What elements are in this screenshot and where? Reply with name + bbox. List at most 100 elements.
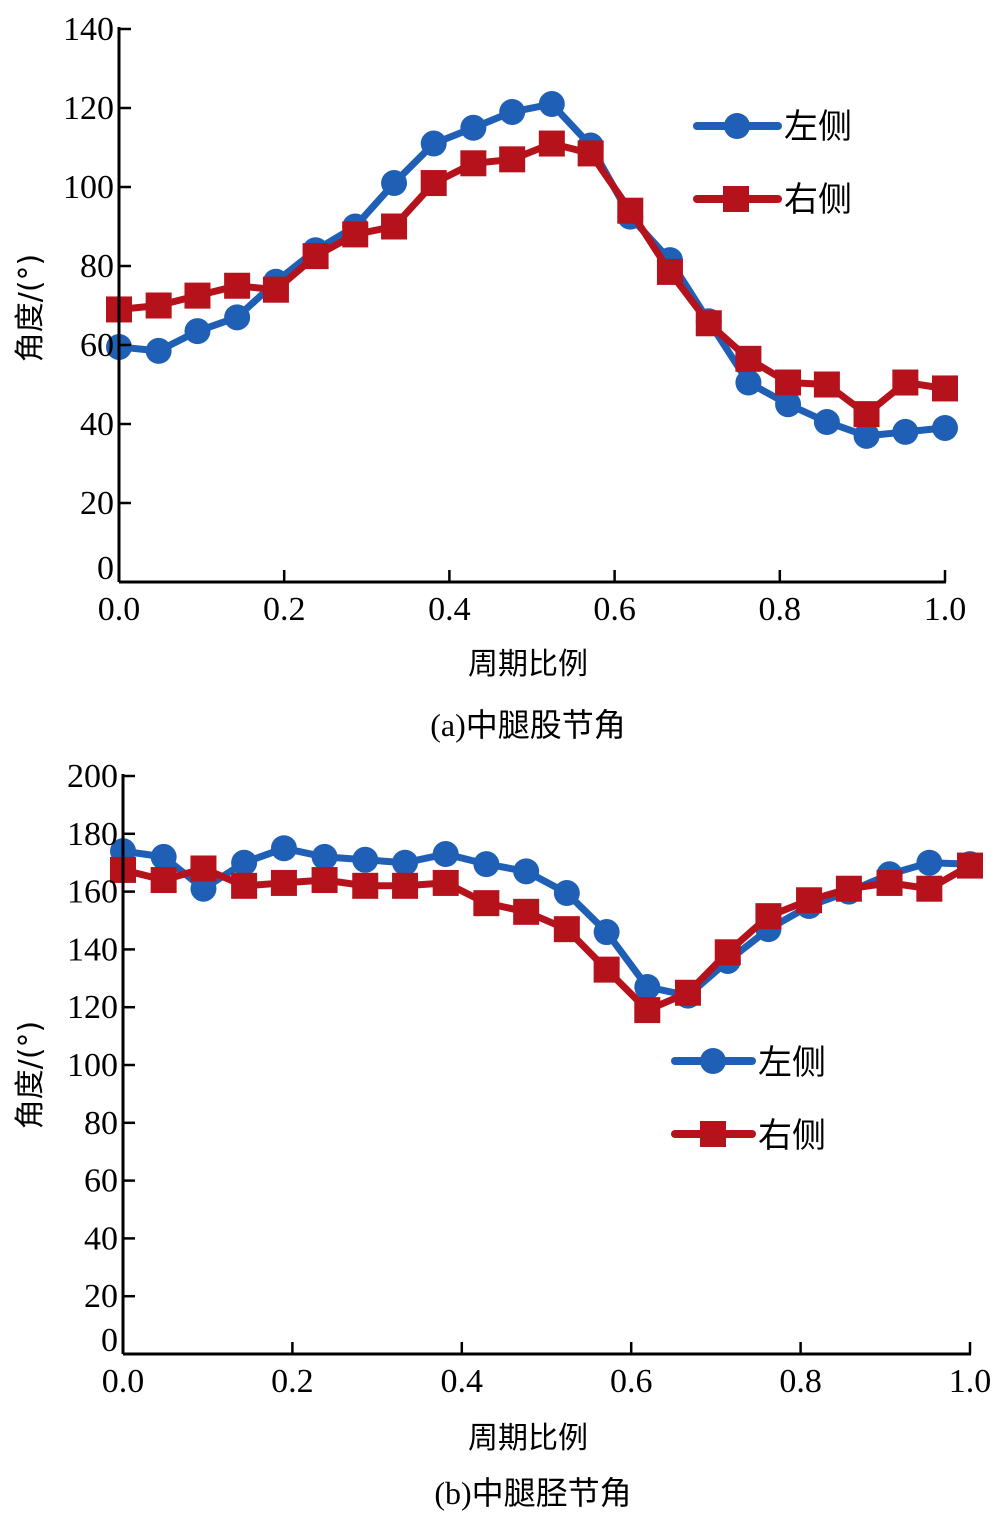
chart-a-point-left [775,391,802,418]
chart-b-point-right [674,979,701,1006]
chart-b-y-tick-label: 180 [67,816,118,853]
chart-a-caption: (a)中腿股节角 [430,707,626,743]
chart-a-y-tick-label: 60 [80,327,114,364]
chart-b-point-left [553,880,580,907]
chart-a-line-right [115,140,949,418]
chart-b-point-right [755,903,782,930]
chart-a-point-left [499,98,526,125]
chart-b-point-left [593,919,620,946]
chart-a-point-left [381,170,408,197]
chart-b-point-right [432,869,459,896]
chart-b-x-tick-label: 0.2 [271,1363,314,1400]
chart-b-y-tick-label: 80 [84,1105,118,1142]
chart-a-x-tick-label: 0.4 [428,591,471,628]
chart-b-point-right [593,956,620,983]
chart-b-point-right [634,997,661,1024]
legend-square-marker-icon [700,1121,726,1147]
chart-b-point-left [311,843,338,870]
chart-b-legend-right-label: 右侧 [758,1116,826,1156]
chart-b-x-tick-label: 0.4 [441,1363,484,1400]
chart-b-line-left [119,844,974,1000]
chart-b-x-tick-label: 0.6 [610,1363,653,1400]
chart-a-point-right [695,310,722,337]
chart-a-point-left [538,91,565,118]
chart-b-point-right [190,855,217,882]
chart-b-point-right [231,872,258,899]
chart-b-point-left [352,846,379,873]
chart-a-y-tick-label: 140 [63,11,114,48]
chart-b-point-right [270,869,297,896]
legend-circle-marker-icon [724,113,750,139]
chart-a-legend-right-label: 右侧 [784,180,852,220]
chart-a-y-tick-label: 0 [97,550,114,587]
chart-b-y-tick-label: 120 [67,989,118,1026]
chart-b-point-right [352,872,379,899]
chart-b-legend: 左侧 右侧 [671,1043,826,1156]
chart-b-series [110,835,983,1024]
chart-a-legend-left-label: 左侧 [784,107,852,147]
chart-a-point-left [460,114,487,141]
chart-b-point-left [916,849,943,876]
chart-b-point-right [714,939,741,966]
chart-a-point-right [775,369,802,396]
chart-a-y-tick-label: 100 [63,169,114,206]
chart-b-point-left [392,849,419,876]
chart-a-point-right [735,345,762,372]
chart-a-y-tick-label: 80 [80,248,114,285]
chart-b-tibia-angle: 0 20 40 60 80 100 120 140 160 180 200 0.0 0.2 0.4 0.6 0… [13,758,991,1511]
chart-b-xlabel: 周期比例 [468,1421,588,1456]
chart-b-point-left [473,851,500,878]
chart-b-x-tick-label: 1.0 [949,1363,992,1400]
chart-a-x-tick-label: 0.8 [759,591,802,628]
legend-circle-marker-icon [700,1048,726,1074]
chart-a-legend: 左侧 右侧 [693,107,852,220]
chart-a-point-right [381,213,408,240]
chart-a-point-right [932,375,958,402]
chart-a-x-tick-label: 0.6 [593,591,636,628]
chart-a-x-tick-label: 0.2 [263,591,306,628]
chart-b-point-left [513,858,540,885]
chart-a-ticks: 0 20 40 60 80 100 120 140 0.0 0.2 0.4 0.6 0.8 1.0 [63,11,966,628]
chart-b-legend-left-label: 左侧 [758,1043,826,1083]
chart-a-point-right [302,243,329,270]
chart-a-x-tick-label: 0.0 [98,591,141,628]
chart-b-point-right [957,852,983,879]
chart-a-point-right [617,197,644,224]
chart-b-point-right [916,875,943,902]
chart-b-y-tick-label: 0 [101,1322,118,1359]
chart-a-thigh-angle: 0 20 40 60 80 100 120 140 0.0 0.2 0.4 0.6 0.8 1.0 角度/… [13,11,966,743]
chart-b-point-right [311,867,338,894]
chart-a-point-left [735,369,762,396]
chart-b-y-tick-label: 60 [84,1163,118,1200]
chart-b-point-left [432,841,459,868]
chart-a-point-left [932,414,958,441]
chart-b-ylabel: 角度/(°) [13,1021,48,1130]
chart-a-point-right [538,130,565,157]
chart-a-point-right [853,401,880,428]
chart-a-x-tick-label: 1.0 [924,591,967,628]
legend-square-marker-icon [723,186,749,212]
chart-b-y-tick-label: 200 [67,758,118,795]
chart-a-y-tick-label: 120 [63,90,114,127]
chart-b-point-right [876,869,903,896]
chart-a-point-left [184,318,211,345]
chart-a-point-right [262,276,289,303]
chart-a-point-right [224,272,251,299]
chart-b-y-tick-label: 100 [67,1047,118,1084]
chart-a-y-tick-label: 20 [80,485,114,522]
chart-b-point-left [150,843,177,870]
chart-b-point-left [634,973,661,1000]
chart-a-line-left [115,100,949,440]
chart-b-x-tick-label: 0.8 [779,1363,822,1400]
chart-a-point-right [577,140,604,167]
chart-b-point-left [190,875,217,902]
chart-b-point-right [835,875,862,902]
chart-a-point-right [145,292,172,319]
chart-b-x-tick-label: 0.0 [102,1363,145,1400]
chart-b-point-right [796,887,823,914]
chart-a-point-right [460,150,487,177]
chart-b-y-tick-label: 20 [84,1278,118,1315]
chart-a-series [106,91,958,449]
chart-a-point-right [499,146,526,173]
